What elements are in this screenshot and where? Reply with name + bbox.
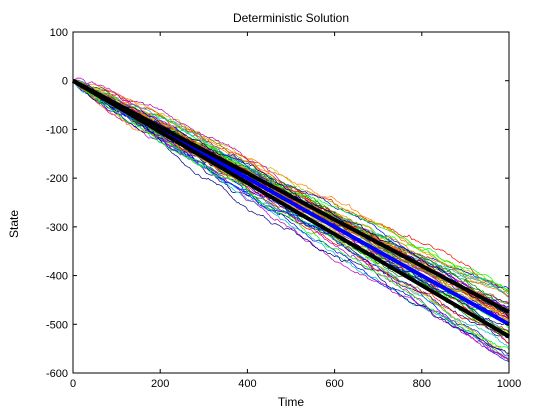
y-ticks-group: 100 0 -100 -200 -300 -400 -500 -600 <box>46 27 509 380</box>
mean-lines-group <box>71 78 511 339</box>
series-line-2 <box>71 78 511 339</box>
y-tick-label: -100 <box>46 124 68 136</box>
y-tick-label: -400 <box>46 271 68 283</box>
sample-path <box>72 80 510 293</box>
y-tick-label: -600 <box>46 368 68 380</box>
y-tick-label: -300 <box>46 222 68 234</box>
x-tick-label: 400 <box>238 378 256 390</box>
axes-box <box>72 31 510 374</box>
y-tick-label: 0 <box>62 76 68 88</box>
x-tick-label: 1000 <box>497 378 521 390</box>
y-tick-label: 100 <box>50 27 68 39</box>
series-line-1 <box>72 78 510 314</box>
y-tick-label: -500 <box>46 319 68 331</box>
sample-path <box>72 79 510 318</box>
x-tick-label: 600 <box>325 378 343 390</box>
x-tick-label: 0 <box>70 378 76 390</box>
chart-title: Deterministic Solution <box>232 11 350 25</box>
sample-path <box>72 79 510 360</box>
x-tick-label: 200 <box>151 378 169 390</box>
x-axis-label: Time <box>277 395 305 409</box>
y-tick-label: -200 <box>46 173 68 185</box>
x-tick-label: 800 <box>413 378 431 390</box>
y-axis-label: State <box>7 209 21 239</box>
x-ticks-group: 0 200 400 600 800 1000 <box>70 32 521 390</box>
sample-path <box>72 80 510 350</box>
